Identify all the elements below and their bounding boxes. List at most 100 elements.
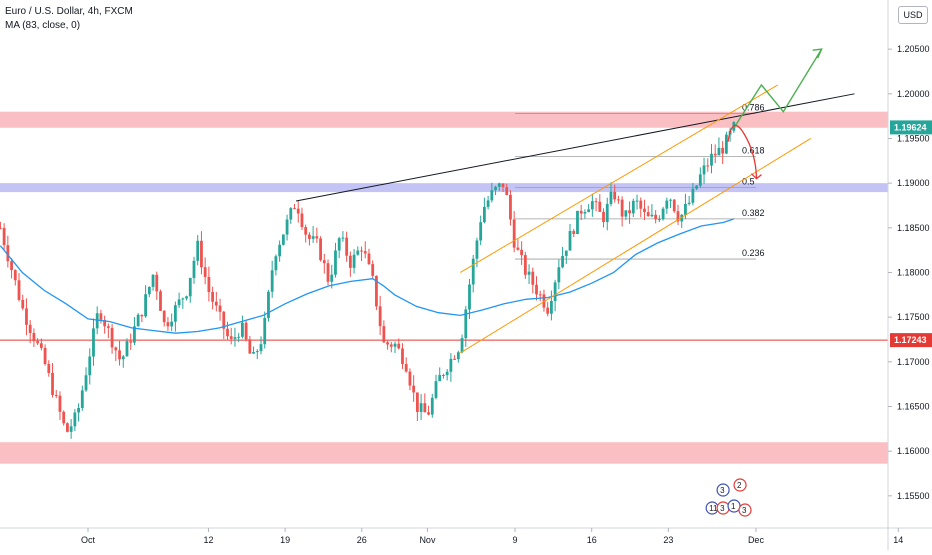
- candle-body: [471, 258, 475, 285]
- candle-body: [501, 183, 505, 188]
- candle-body: [200, 240, 203, 268]
- candle-body: [408, 371, 412, 386]
- candle-body: [337, 238, 341, 251]
- y-tick-label: 1.15500: [897, 491, 930, 501]
- candle-body: [512, 219, 516, 248]
- candle-body: [568, 230, 572, 251]
- candle-body: [203, 267, 207, 277]
- candle-body: [185, 296, 188, 299]
- event-count: 3: [720, 504, 725, 513]
- candle-body: [54, 394, 58, 396]
- candle-body: [583, 211, 587, 214]
- y-tick-label: 1.18500: [897, 223, 930, 233]
- candle-body: [270, 270, 274, 292]
- candle-body: [159, 291, 162, 311]
- candle-body: [263, 317, 267, 345]
- candle-body: [334, 250, 337, 275]
- event-count: 3: [742, 506, 747, 515]
- candle-body: [289, 208, 293, 220]
- fib-label-0.382: 0.382: [742, 208, 765, 218]
- candle-body: [110, 327, 114, 348]
- event-count: 1: [731, 502, 736, 511]
- candle-body: [401, 348, 404, 364]
- candle-body: [129, 341, 133, 343]
- projection-up-arrowhead: [812, 48, 823, 59]
- candle-body: [6, 245, 10, 262]
- candle-body: [505, 187, 509, 195]
- candle-body: [393, 343, 397, 347]
- projection-down-path: [727, 124, 758, 179]
- event-badge: [733, 478, 747, 492]
- candle-body: [602, 211, 605, 223]
- candle-body: [404, 363, 408, 372]
- y-tick-label: 1.17500: [897, 312, 930, 322]
- candle-body: [166, 322, 170, 327]
- candle-body: [360, 250, 363, 252]
- candle-body: [319, 238, 322, 261]
- candle-body: [274, 256, 278, 271]
- candle-body: [553, 282, 557, 302]
- candle-body: [43, 347, 47, 365]
- candle-body: [255, 351, 259, 353]
- candle-body: [628, 210, 631, 214]
- candle-body: [516, 247, 520, 250]
- candle-body: [490, 190, 494, 201]
- candle-body: [32, 332, 36, 342]
- candle-body: [136, 314, 140, 327]
- candle-body: [550, 301, 553, 314]
- candle-body: [419, 403, 423, 412]
- candle-body: [58, 395, 62, 412]
- candle-body: [561, 255, 564, 268]
- candle-body: [88, 356, 92, 376]
- candle-body: [702, 165, 706, 175]
- zones-layer: [0, 111, 888, 464]
- candle-body: [527, 271, 531, 275]
- candle-body: [412, 385, 416, 393]
- candle-body: [389, 344, 393, 347]
- x-tick-label: 26: [357, 535, 367, 545]
- candle-body: [397, 343, 401, 349]
- candle-body: [371, 264, 375, 276]
- candle-body: [669, 199, 672, 201]
- candle-body: [147, 286, 151, 295]
- candle-body: [535, 284, 538, 295]
- candle-body: [564, 250, 568, 256]
- candle-body: [214, 301, 218, 306]
- candle-body: [430, 397, 434, 415]
- zone-support-bottom: [0, 442, 888, 464]
- candle-body: [188, 277, 192, 297]
- candle-body: [144, 294, 147, 317]
- x-tick-label: Dec: [748, 535, 765, 545]
- y-tick-label: 1.19000: [897, 178, 930, 188]
- candle-body: [281, 234, 285, 245]
- candle-body: [304, 227, 308, 235]
- candle-body: [587, 209, 591, 212]
- candle-body: [590, 201, 594, 210]
- candle-body: [47, 364, 51, 373]
- candle-body: [0, 227, 2, 229]
- currency-button[interactable]: USD: [898, 6, 928, 24]
- candle-body: [717, 147, 721, 156]
- candle-body: [196, 240, 200, 261]
- event-badge: [716, 483, 730, 497]
- candle-body: [456, 352, 460, 360]
- candle-body: [646, 212, 650, 217]
- channel-upper-line: [460, 84, 779, 273]
- candle-body: [650, 214, 654, 217]
- candle-body: [106, 326, 110, 328]
- candle-body: [415, 392, 419, 412]
- zone-support-blue: [0, 183, 888, 193]
- candle-body: [635, 200, 639, 202]
- candle-body: [330, 274, 334, 282]
- candle-body: [229, 336, 233, 339]
- candle-body: [382, 326, 386, 343]
- candle-body: [468, 284, 471, 310]
- candle-body: [162, 310, 166, 323]
- candle-body: [140, 314, 144, 317]
- candle-body: [665, 200, 669, 209]
- candle-body: [706, 165, 710, 167]
- candle-body: [300, 213, 304, 228]
- projection-down-arrowhead: [751, 173, 762, 180]
